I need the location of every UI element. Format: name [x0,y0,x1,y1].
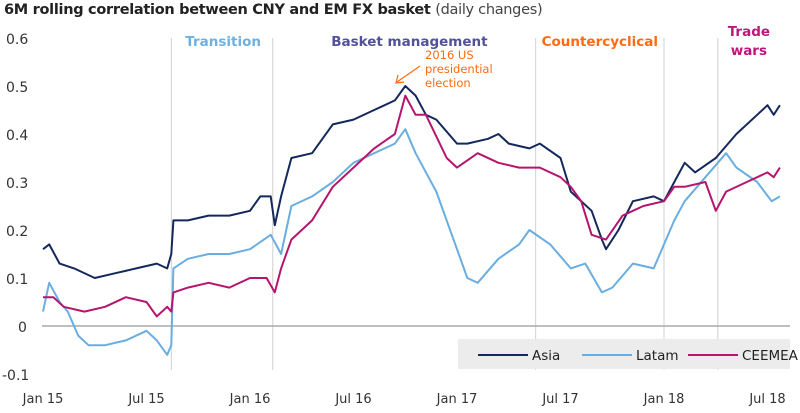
chart-title: 6M rolling correlation between CNY and E… [4,2,543,18]
series-line-ceemea [43,94,781,318]
y-tick-label: 0.2 [6,224,28,240]
x-tick-label: Jul 16 [334,392,371,407]
series-line-latam [42,128,781,356]
x-tick-label: Jul 15 [127,392,164,407]
phase-label: Countercyclical [542,34,658,50]
phase-label: Basket management [331,34,488,50]
legend-label: CEEMEA [742,348,799,364]
annotation-text: presidential [425,62,493,76]
y-tick-label: 0.3 [6,176,28,192]
phase-label: wars [731,43,767,59]
y-tick-label: 0.6 [6,32,28,48]
x-tick-label: Jul 17 [541,392,578,407]
x-tick-label: Jan 18 [643,392,685,407]
x-tick-label: Jan 17 [436,392,478,407]
y-tick-label: -0.1 [2,368,29,384]
y-tick-label: 0 [18,320,27,336]
phase-label: Trade [728,24,770,40]
legend-item-ceemea: CEEMEA [688,348,799,364]
annotation-arrowhead [395,74,405,84]
legend-item-asia: Asia [478,348,560,364]
legend-label: Latam [636,348,679,364]
x-tick-label: Jan 16 [229,392,271,407]
chart-title-main: 6M rolling correlation between CNY and E… [4,2,431,18]
legend-item-latam: Latam [582,348,679,364]
annotation-arrow [396,65,421,83]
series-line-asia [42,85,781,279]
y-tick-label: 0.5 [6,80,28,96]
chart-subtitle: (daily changes) [435,2,543,18]
annotation-text: election [425,76,471,90]
x-tick-label: Jan 15 [22,392,64,407]
x-tick-label: Jul 18 [748,392,785,407]
y-tick-label: 0.1 [6,272,28,288]
y-tick-label: 0.4 [6,128,28,144]
phase-label: Transition [185,34,261,50]
legend-label: Asia [532,348,560,364]
annotation-text: 2016 US [425,48,474,62]
